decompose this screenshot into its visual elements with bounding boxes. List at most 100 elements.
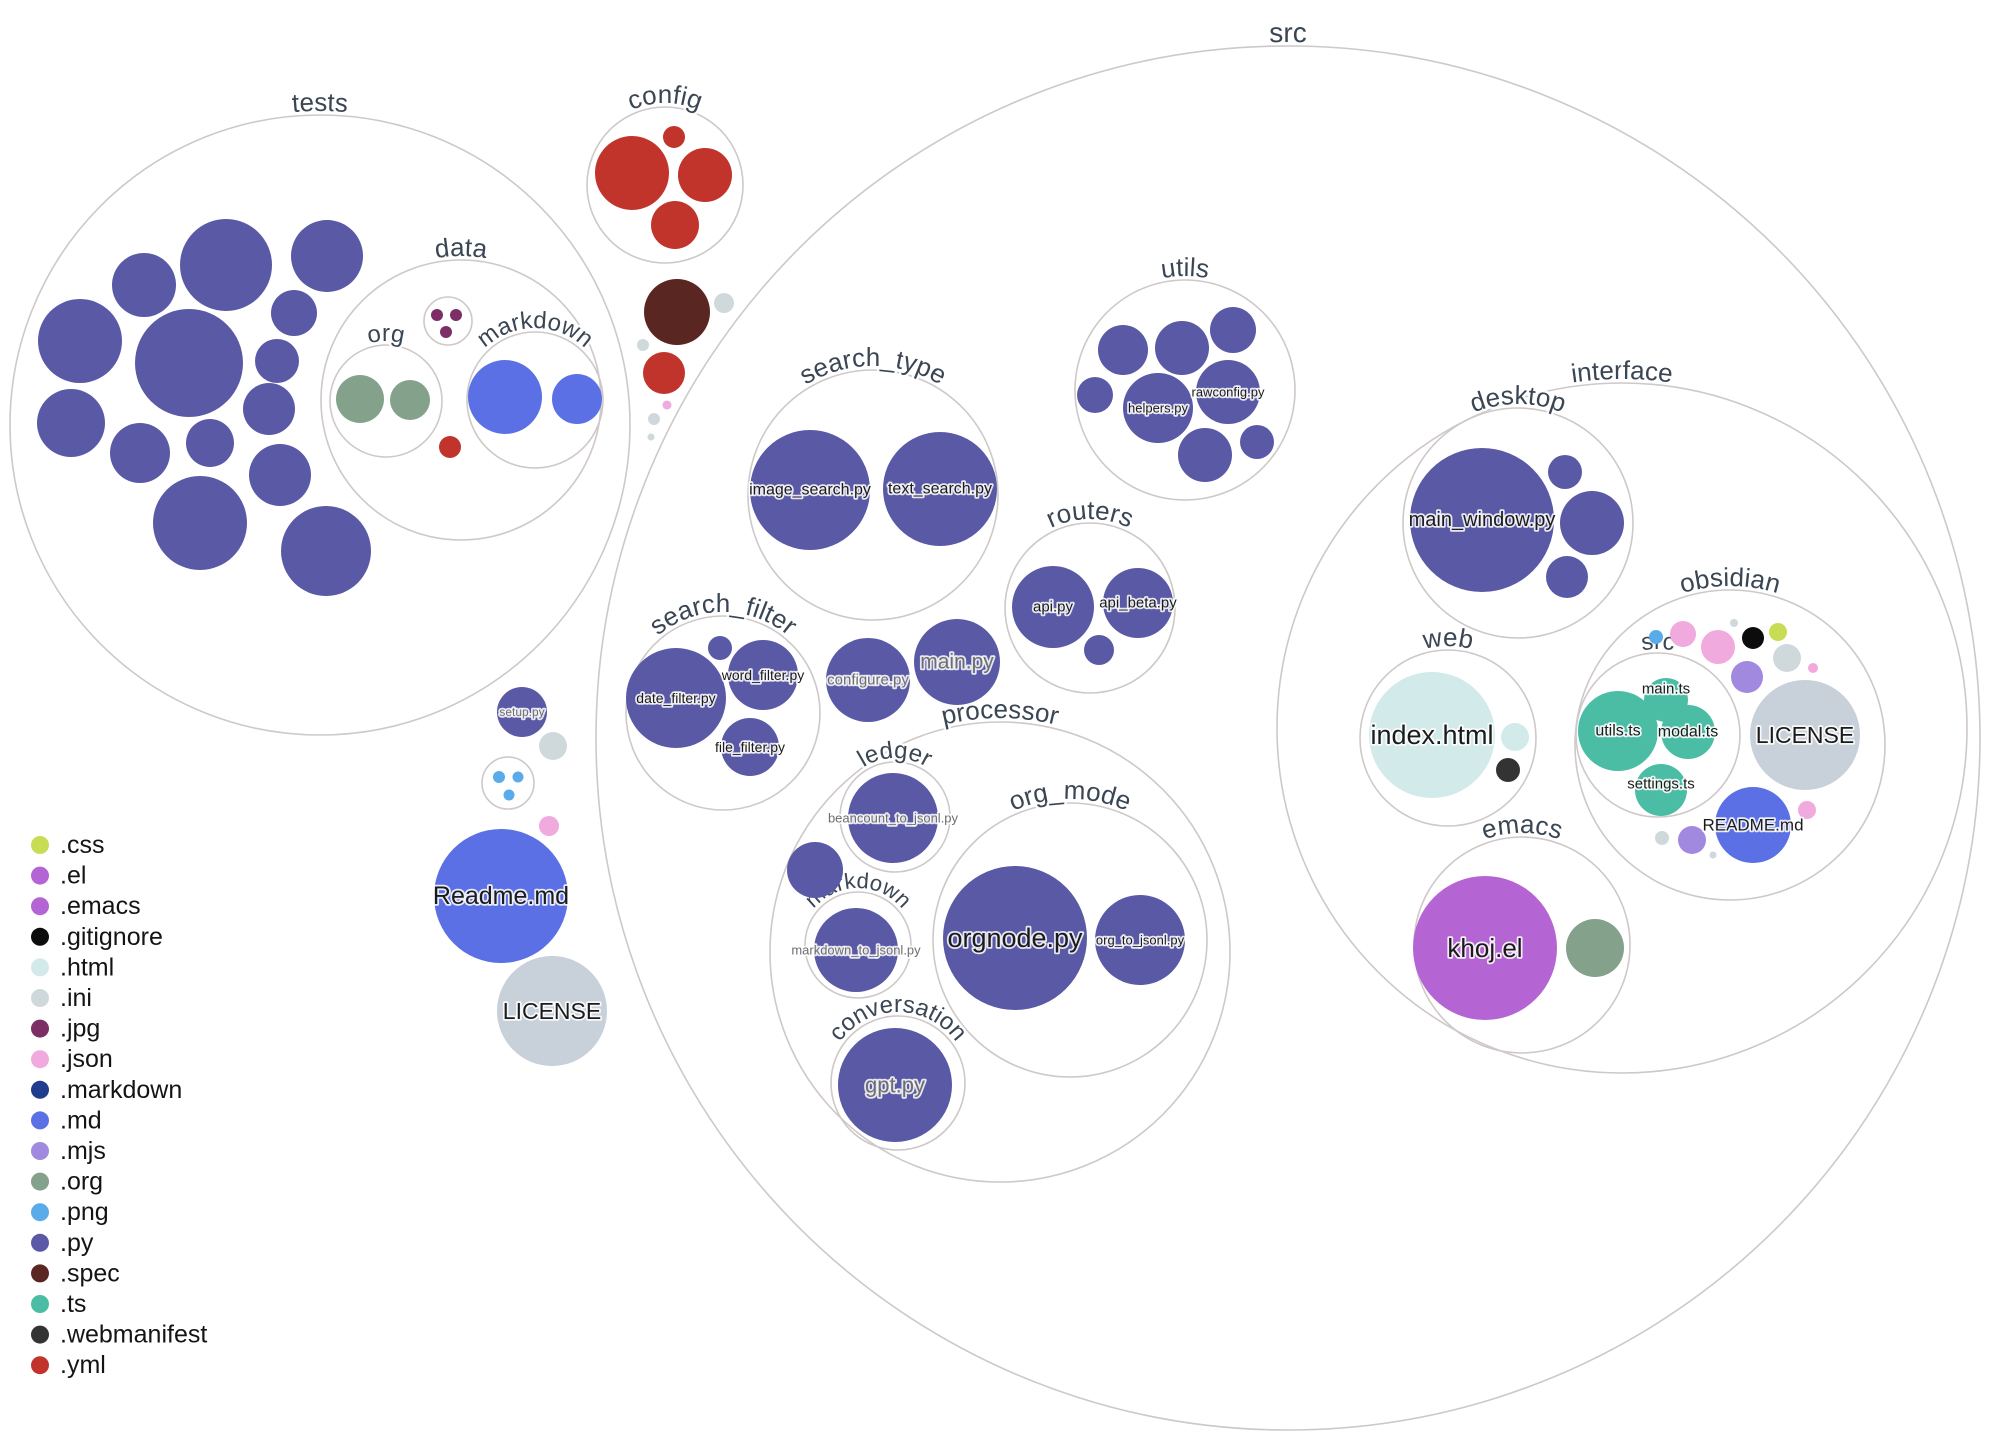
legend-swatch-yml xyxy=(31,1356,49,1375)
file-circle-image-search-py xyxy=(750,430,870,550)
folder-circle-search-type xyxy=(747,369,999,621)
file-circle-org-file xyxy=(1566,919,1624,977)
file-circle-py-file xyxy=(1098,325,1148,375)
file-circle-md-file xyxy=(468,360,542,434)
file-circle-settings-ts xyxy=(1635,764,1687,816)
legend-item-el: .el xyxy=(31,862,86,890)
file-label-readme-md: Readme.md xyxy=(433,882,569,910)
file-circle-py-file xyxy=(112,253,176,317)
file-circle-ini-file xyxy=(714,293,734,313)
file-label-api-py: api.py xyxy=(1033,599,1074,616)
folder-label-data: data xyxy=(433,232,490,264)
file-circle-file-filter-py xyxy=(721,718,779,776)
file-circle-khoj-el xyxy=(1413,876,1557,1020)
legend-swatch-json xyxy=(31,1050,49,1069)
legend-label-ini: .ini xyxy=(60,984,92,1012)
file-label-image-search-py: image_search.py xyxy=(749,482,871,499)
folder-circle-config xyxy=(586,106,744,264)
legend-swatch-ts xyxy=(31,1295,49,1313)
legend-item-md: .md xyxy=(31,1106,102,1134)
legend-item-ts: .ts xyxy=(31,1290,86,1318)
file-circle-py-file xyxy=(708,636,732,660)
file-label-file-filter-py: file_filter.py xyxy=(715,739,785,755)
folder-label-routers: routers xyxy=(1041,495,1138,534)
file-circle-json-file xyxy=(1670,621,1696,647)
file-circle-py-file xyxy=(243,383,295,435)
file-label-utils-ts: utils.ts xyxy=(1595,723,1640,740)
legend-item-gitignore: .gitignore xyxy=(31,923,163,951)
folder-label-obsidian: obsidian xyxy=(1676,562,1784,599)
file-label-main-window-py: main_window.py xyxy=(1409,509,1556,531)
file-circle-ini-file xyxy=(648,413,660,425)
folder-label-web: web xyxy=(1420,622,1476,655)
file-circle-py-file xyxy=(291,220,363,292)
legend-swatch-css xyxy=(31,836,49,854)
file-circle-py-file xyxy=(186,419,234,467)
file-circle-mjs-file xyxy=(1731,661,1763,693)
file-label-gpt-py: gpt.py xyxy=(865,1073,925,1098)
file-circle-html-file xyxy=(1501,723,1529,751)
file-circle-word-filter-py xyxy=(728,640,798,710)
folder-circle-search-filter xyxy=(625,615,821,811)
file-circle-png-file xyxy=(493,771,505,783)
file-label-beancount-to-jsonl-py: beancount_to_jsonl.py xyxy=(828,811,959,826)
legend-label-yml: .yml xyxy=(60,1351,106,1379)
legend-item-mjs: .mjs xyxy=(31,1137,106,1165)
folder-label-org-mode: org_mode xyxy=(1004,775,1135,817)
file-circle-api-beta-py xyxy=(1103,568,1173,638)
file-circle-modal-ts xyxy=(1661,705,1715,759)
legend-item-spec: .spec xyxy=(31,1259,120,1287)
file-circle-org-file xyxy=(390,380,430,420)
legend-swatch-md xyxy=(31,1111,49,1130)
folder-circle-tests xyxy=(9,114,631,736)
folder-circle-org-mode xyxy=(932,802,1208,1078)
file-circle-json-file xyxy=(1701,630,1735,664)
file-label-main-py: main.py xyxy=(920,651,994,674)
file-circle-license xyxy=(497,956,607,1066)
file-circle-ini-file xyxy=(1730,619,1738,627)
file-label-orgnode-py: orgnode.py xyxy=(947,923,1083,953)
file-circle-utils-ts xyxy=(1578,691,1658,771)
legend-label-gitignore: .gitignore xyxy=(60,923,163,951)
file-circle-py-file xyxy=(281,506,371,596)
file-circle-mjs-file xyxy=(1678,826,1706,854)
legend: .css .el.emacs .gitignore.html .ini .jpg.jso… xyxy=(31,831,207,1379)
folder-label-config: config xyxy=(623,79,707,116)
file-circle-py-file xyxy=(1077,377,1113,413)
legend-label-ts: .ts xyxy=(60,1290,86,1318)
file-label-khoj-el: khoj.el xyxy=(1447,933,1522,963)
file-circle-jpg-file xyxy=(450,309,462,321)
file-circle-ini-file xyxy=(637,339,649,351)
legend-label-py: .py xyxy=(60,1229,94,1257)
file-label-org-to-jsonl-py: org_to_jsonl.py xyxy=(1096,933,1185,948)
legend-swatch-gitignore xyxy=(31,927,49,946)
legend-label-png: .png xyxy=(60,1198,109,1226)
legend-swatch-markdown xyxy=(31,1080,49,1099)
file-circle-yml-file xyxy=(643,352,685,394)
file-circle-css-file xyxy=(1769,623,1787,641)
legend-swatch-png xyxy=(31,1203,49,1222)
folder-label-search-type: search_type xyxy=(794,342,952,390)
file-circle-main-window-py xyxy=(1410,448,1554,592)
folder-circle-org xyxy=(329,344,443,458)
legend-label-json: .json xyxy=(60,1045,113,1073)
legend-item-png: .png xyxy=(31,1198,109,1226)
legend-item-py: .py xyxy=(31,1229,94,1257)
file-circle-py-file xyxy=(38,299,122,383)
file-circle-py-file xyxy=(153,476,247,570)
file-circle-text-search-py xyxy=(883,432,997,546)
file-label-api-beta-py: api_beta.py xyxy=(1099,595,1177,612)
file-circle-beancount-to-jsonl-py xyxy=(848,773,938,863)
file-circle-md-file xyxy=(552,374,602,424)
file-circle-jpg-file xyxy=(431,309,443,321)
file-circle-py-file xyxy=(1210,307,1256,353)
folder-label-org: org xyxy=(365,320,407,349)
folder-circle-ledger xyxy=(839,761,951,873)
folder-circle-obsidian xyxy=(1574,589,1886,901)
folder-circle-utils xyxy=(1074,279,1296,501)
file-label-settings-ts: settings.ts xyxy=(1627,776,1695,793)
file-circle-py-file xyxy=(135,309,243,417)
file-circle-readme-md xyxy=(434,829,568,963)
file-circle-py-file xyxy=(255,339,299,383)
